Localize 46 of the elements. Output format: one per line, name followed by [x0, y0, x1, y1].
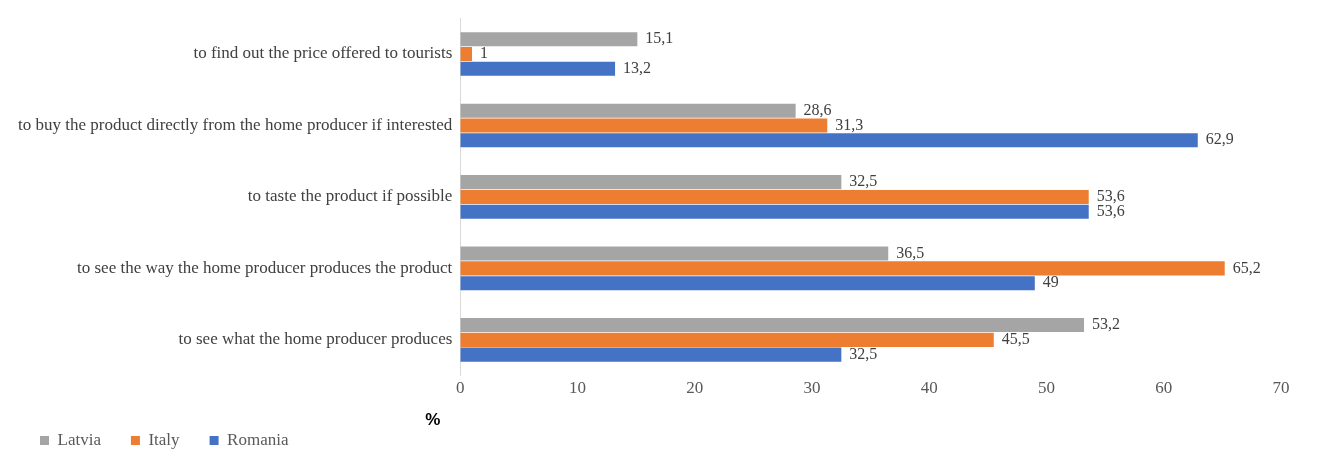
x-tick-label: 0 — [456, 378, 465, 398]
legend-label: Romania — [227, 429, 289, 449]
data-label: 36,5 — [896, 243, 925, 261]
bar — [460, 276, 1035, 291]
y-tick-label: to find out the price offered to tourists — [193, 43, 453, 63]
x-tick-label: 60 — [1155, 378, 1173, 398]
data-label: 32,5 — [849, 172, 878, 190]
data-label: 31,3 — [835, 115, 864, 133]
data-label: 15,1 — [645, 29, 674, 47]
data-label: 65,2 — [1232, 258, 1261, 276]
bar — [460, 318, 1085, 333]
x-axis-title: % — [425, 410, 441, 430]
legend-label: Latvia — [57, 429, 102, 449]
data-label: 28,6 — [803, 100, 832, 118]
x-tick-label: 40 — [920, 378, 938, 398]
bar — [460, 347, 842, 362]
data-label: 49 — [1042, 273, 1059, 291]
bar — [460, 61, 616, 76]
data-label: 53,2 — [1092, 315, 1121, 333]
x-tick-label: 30 — [803, 378, 821, 398]
bar — [460, 118, 828, 133]
x-tick-label: 50 — [1038, 378, 1056, 398]
bar — [460, 133, 1198, 148]
data-label: 45,5 — [1001, 330, 1030, 348]
bar — [460, 175, 842, 190]
bar — [460, 332, 994, 347]
y-tick-label: to taste the product if possible — [247, 186, 453, 206]
bar — [460, 261, 1225, 276]
data-label: 62,9 — [1205, 130, 1234, 148]
legend-label: Italy — [148, 429, 181, 449]
x-tick-label: 70 — [1272, 378, 1290, 398]
bar — [460, 32, 638, 47]
bar — [460, 189, 1089, 204]
bar — [460, 103, 796, 118]
x-tick-label: 20 — [686, 378, 704, 398]
bar — [460, 204, 1089, 219]
y-tick-label: to see the way the home producer produces the product — [77, 257, 453, 277]
data-label: 32,5 — [849, 344, 878, 362]
data-label: 53,6 — [1096, 187, 1125, 205]
data-label: 13,2 — [623, 58, 652, 76]
y-tick-label: to buy the product directly from the home producer if interested — [17, 114, 453, 134]
y-tick-label: to see what the home producer produces — [178, 329, 453, 349]
bar — [460, 46, 473, 61]
bar — [460, 246, 889, 261]
data-label: 1 — [480, 44, 489, 62]
x-tick-label: 10 — [569, 378, 587, 398]
